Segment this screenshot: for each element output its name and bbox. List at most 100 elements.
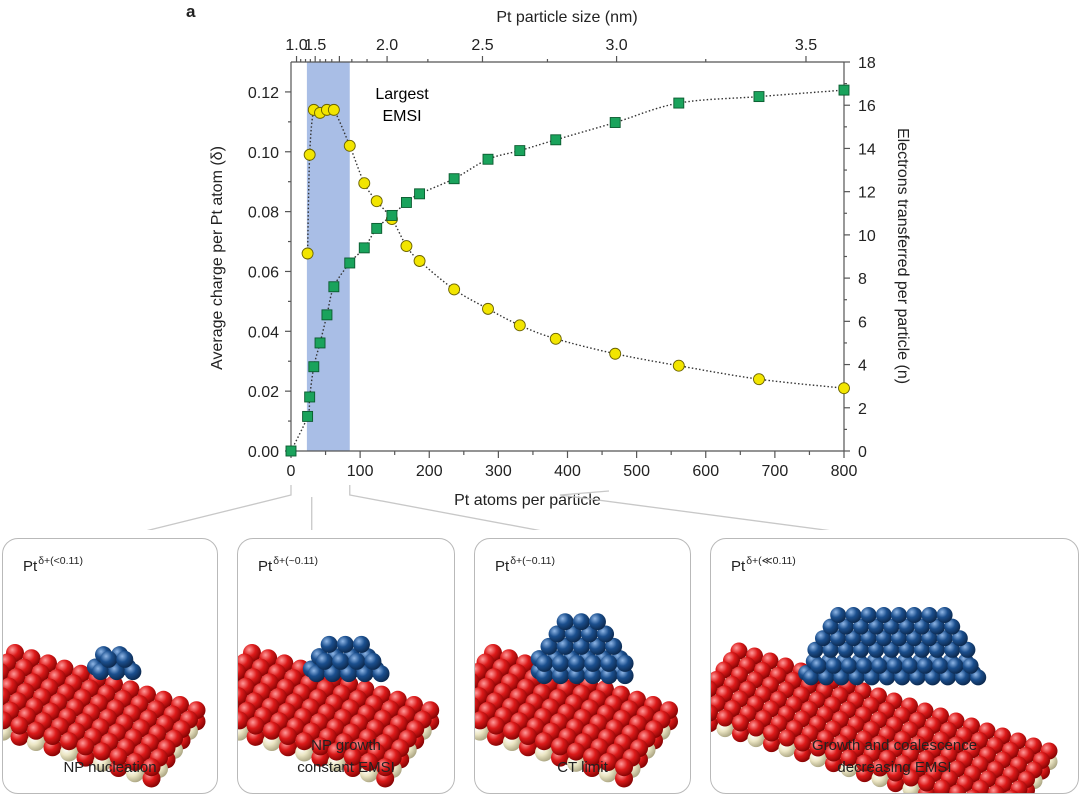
platinum-cluster	[798, 607, 987, 686]
oxygen-atom	[794, 734, 811, 752]
top-tick-label: 1.0	[285, 37, 307, 54]
charge-point	[370, 195, 383, 208]
y-left-tick-label: 0.08	[248, 205, 279, 222]
platinum-atom	[830, 607, 847, 623]
platinum-atom	[947, 657, 964, 674]
panel-nucleation: Ptδ+(<0.11) NP nucleation	[2, 538, 218, 794]
platinum-atom	[939, 669, 956, 686]
platinum-atom	[955, 669, 971, 686]
platinum-atom	[875, 607, 892, 623]
charge-point	[301, 247, 314, 260]
top-axis-label: Pt particle size (nm)	[496, 9, 637, 26]
electrons-point	[308, 361, 320, 373]
platinum-atom	[906, 607, 923, 623]
x-tick-label: 0	[287, 463, 296, 480]
platinum-atom	[116, 650, 134, 668]
platinum-atom	[936, 630, 953, 647]
panel-label: a	[186, 2, 196, 21]
platinum-atom	[548, 625, 566, 643]
electrons-point	[302, 410, 314, 422]
curves-layer	[290, 89, 845, 452]
top-tick-label: 2.5	[471, 37, 493, 54]
charge-point	[327, 103, 340, 116]
platinum-atom	[830, 630, 847, 647]
charge-curve	[306, 106, 845, 389]
ct-limit-model	[475, 613, 678, 788]
oxygen-atom	[535, 732, 553, 751]
oxygen-atom	[487, 716, 505, 735]
platinum-atom	[929, 618, 945, 635]
y-left-tick-label: 0.06	[248, 264, 279, 281]
electrons-point	[414, 188, 426, 200]
platinum-cluster	[530, 613, 634, 685]
platinum-atom	[875, 630, 892, 647]
platinum-atom	[807, 641, 824, 658]
oxygen-atom	[615, 758, 633, 777]
platinum-atom	[853, 618, 869, 635]
platinum-atom	[356, 665, 374, 683]
charge-point	[343, 139, 356, 152]
y-right-tick-label: 0	[858, 444, 867, 461]
panel-formula: Ptδ+(<0.11)	[23, 555, 83, 575]
top-tick-label: 1.5	[304, 37, 326, 54]
platinum-atom	[845, 630, 862, 647]
oxygen-atom	[142, 758, 161, 777]
oxygen-atom	[809, 739, 827, 757]
oxygen-atom	[246, 716, 265, 735]
oxygen-atom	[732, 714, 749, 732]
platinum-atom	[921, 607, 938, 623]
oxygen-atom	[747, 719, 765, 737]
y-right-tick-label: 12	[858, 185, 876, 202]
oxygen-atom	[376, 758, 395, 777]
oxygen-atom	[27, 721, 45, 740]
charge-point	[482, 302, 494, 315]
platinum-atom	[848, 669, 865, 686]
platinum-atom	[332, 652, 350, 670]
callout-line	[146, 485, 292, 530]
electrons-point	[344, 257, 356, 269]
oxygen-atom	[109, 747, 128, 766]
oxygen-atom	[987, 785, 1005, 793]
y-right-tick-label: 18	[858, 55, 876, 72]
charge-point	[448, 283, 461, 296]
panel-ct-limit: Ptδ+(~0.11) CT limit	[474, 538, 691, 794]
oxygen-atom	[840, 749, 858, 767]
oxygen-atom	[503, 721, 521, 740]
electrons-point	[673, 97, 685, 109]
panel-formula: Ptδ+(~0.11)	[258, 555, 318, 575]
oxygen-atom	[311, 737, 330, 756]
oxygen-atom	[238, 687, 248, 706]
coalescence-model	[711, 607, 1058, 793]
oxygen-atom	[933, 779, 951, 793]
x-tick-label: 500	[623, 463, 650, 480]
panel-formula: Ptδ+(~0.11)	[495, 555, 555, 575]
platinum-atom	[891, 630, 907, 647]
platinum-atom	[868, 618, 885, 635]
platinum-atom	[315, 652, 333, 670]
oxygen-atom	[279, 727, 297, 745]
oxygen-atom	[856, 754, 873, 772]
platinum-atom	[871, 657, 888, 674]
platinum-atom	[894, 669, 911, 686]
oxygen-atom	[902, 769, 920, 787]
oxygen-atom	[711, 680, 718, 698]
oxygen-atom	[887, 764, 904, 782]
charge-point	[753, 373, 765, 386]
oxygen-atom	[93, 742, 111, 761]
panel-coalescence: Ptδ+(≪0.11) Growth and coalescence decrea…	[710, 538, 1079, 794]
oxygen-atom	[475, 711, 489, 730]
platinum-atom	[605, 637, 623, 655]
platinum-atom	[837, 641, 854, 658]
panel-formula: Ptδ+(≪0.11)	[731, 555, 796, 575]
electrons-point	[400, 197, 412, 208]
platinum-atom	[906, 630, 923, 647]
y-right-tick-label: 10	[858, 228, 876, 245]
y-right-tick-label: 6	[858, 314, 867, 331]
charge-point	[358, 177, 371, 190]
platinum-atom	[863, 669, 880, 686]
platinum-atom	[324, 665, 342, 683]
platinum-atom	[833, 669, 850, 686]
electrons-point	[609, 117, 621, 128]
platinum-atom	[92, 663, 110, 681]
platinum-atom	[822, 641, 839, 658]
